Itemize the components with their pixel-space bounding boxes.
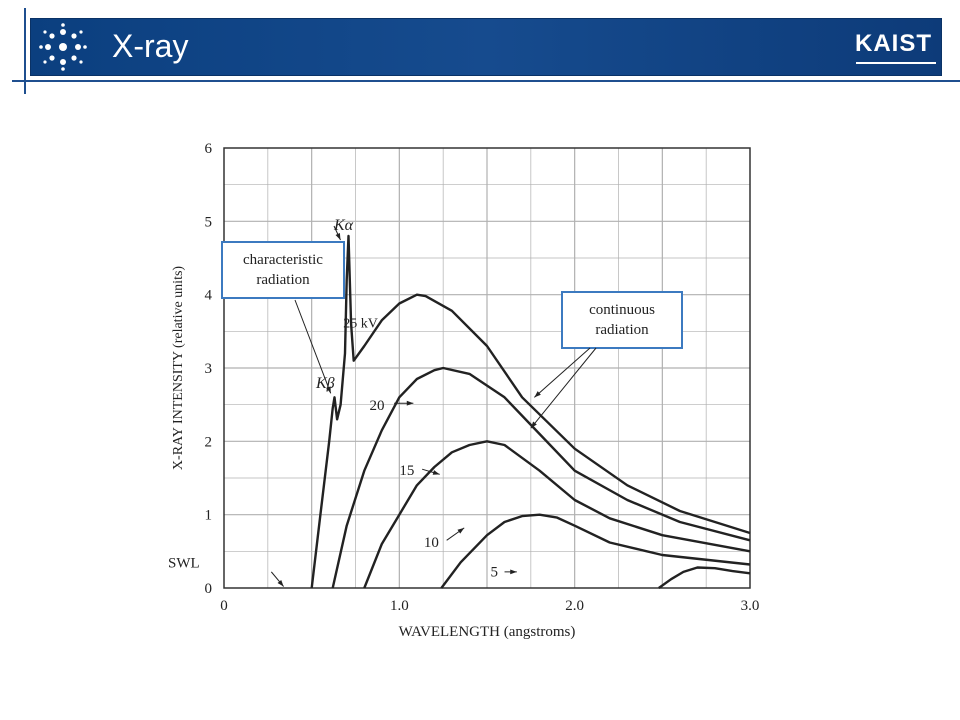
arrow-5-head (510, 569, 517, 575)
y-axis-label: X-RAY INTENSITY (relative units) (171, 266, 186, 470)
continuous-arrow-1-head (534, 391, 541, 398)
swl-label: SWL (168, 555, 200, 571)
y-tick-label: 5 (205, 214, 213, 230)
arrow-20-head (406, 400, 414, 406)
y-tick-label: 0 (205, 581, 213, 597)
x-tick-label: 1.0 (390, 598, 409, 614)
continuous-label-line2: radiation (595, 322, 649, 338)
x-tick-label: 2.0 (565, 598, 584, 614)
series-line (658, 566, 751, 589)
series-line (363, 440, 751, 589)
continuous-box (561, 291, 683, 349)
brand-logo: KAIST (855, 30, 932, 57)
x-tick-label: 3.0 (741, 598, 760, 614)
continuous-label-line1: continuous (589, 302, 655, 318)
slide-title: X-ray (112, 28, 189, 64)
xray-spectrum-chart: 0 1.0 2.0 3.0 0 1 2 3 4 5 6 characteristic radiatio… (168, 141, 760, 640)
continuous-arrow-2 (530, 347, 597, 429)
k-alpha-arrow-head (335, 233, 341, 240)
annotations: characteristicradiationKαKβcontinuousrad… (168, 217, 683, 587)
k-beta-arrow (294, 299, 332, 394)
plot-frame (223, 147, 751, 589)
label-20: 20 (370, 398, 385, 414)
y-tick-label: 1 (205, 508, 213, 524)
characteristic-label-line2: radiation (256, 272, 310, 288)
y-tick-label: 3 (205, 361, 213, 377)
continuous-arrow-2-head (530, 421, 537, 429)
x-axis-label: WAVELENGTH (angstroms) (399, 624, 576, 640)
label-5: 5 (491, 564, 499, 580)
k-alpha-label: Kα (333, 217, 354, 234)
molecule-icon (39, 23, 87, 71)
y-tick-label: 4 (205, 288, 213, 304)
arrow-15-head (432, 470, 440, 475)
k-beta-arrow-head (326, 386, 331, 394)
label-25kv: 25 kV (343, 317, 378, 332)
y-tick-label: 6 (205, 141, 213, 157)
characteristic-box (221, 241, 345, 299)
title-banner: X-ray KAIST (30, 18, 942, 76)
label-15: 15 (399, 463, 414, 479)
swl-arrow-head (277, 579, 284, 587)
series-line (440, 513, 751, 589)
curves (310, 234, 751, 589)
series-line (310, 234, 751, 589)
y-tick-label: 2 (205, 434, 213, 450)
horizontal-rule (12, 80, 960, 82)
continuous-arrow-1 (534, 347, 591, 398)
label-10: 10 (424, 535, 439, 551)
tick-labels: 0 1.0 2.0 3.0 0 1 2 3 4 5 6 (205, 141, 760, 614)
arrow-10-head (457, 527, 465, 534)
characteristic-label-line1: characteristic (243, 252, 323, 268)
x-tick-label: 0 (220, 598, 228, 614)
chart-grid (224, 148, 750, 588)
vertical-rule (24, 8, 26, 94)
series-line (331, 366, 751, 589)
brand-underline (856, 62, 936, 64)
